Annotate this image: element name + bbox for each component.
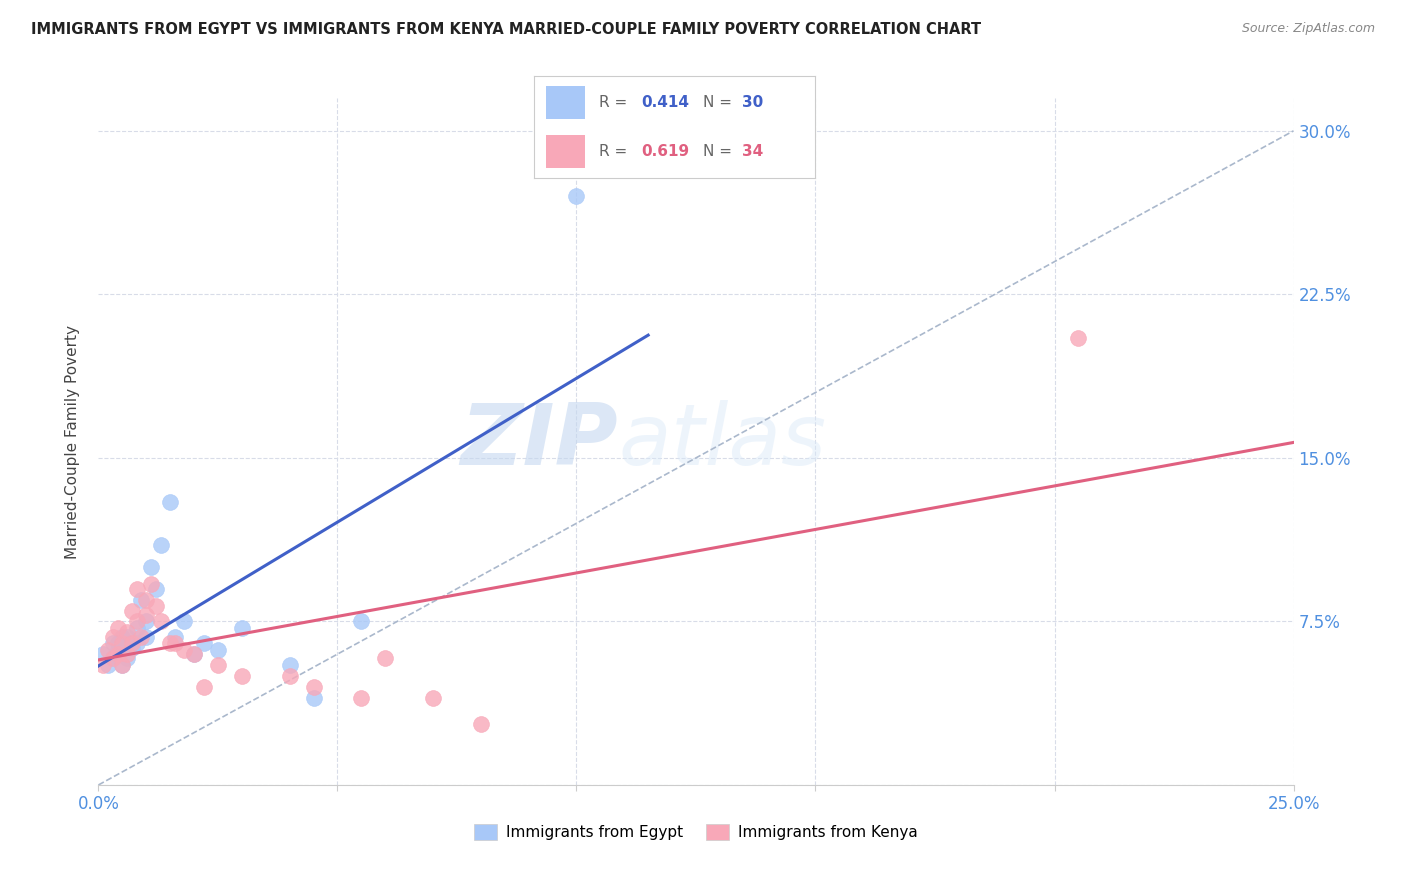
Text: ZIP: ZIP [461, 400, 619, 483]
Point [97, 658, 120, 673]
Point [1067, 331, 1090, 345]
Point [145, 599, 167, 614]
Legend: Immigrants from Egypt, Immigrants from Kenya: Immigrants from Egypt, Immigrants from K… [468, 818, 924, 846]
Point [163, 630, 186, 644]
Point [125, 636, 148, 650]
Point [350, 690, 373, 705]
Point [135, 607, 157, 622]
Point [107, 642, 129, 657]
Point [193, 680, 215, 694]
Point [121, 636, 143, 650]
Point [111, 630, 134, 644]
Bar [546, 136, 585, 168]
Text: N =: N = [703, 145, 737, 160]
Point [125, 615, 148, 629]
Point [111, 658, 134, 673]
Point [139, 560, 162, 574]
Point [183, 647, 205, 661]
Point [565, 189, 588, 203]
Point [173, 615, 195, 629]
Point [101, 651, 124, 665]
Point [374, 651, 396, 665]
Point [115, 625, 138, 640]
Point [107, 647, 129, 661]
Point [115, 651, 138, 665]
Point [115, 630, 138, 644]
Point [101, 651, 124, 665]
Point [278, 658, 301, 673]
Point [207, 642, 229, 657]
Text: 0.619: 0.619 [641, 145, 689, 160]
Point [135, 615, 157, 629]
Point [97, 642, 120, 657]
Point [193, 636, 215, 650]
Point [302, 680, 325, 694]
Point [107, 636, 129, 650]
Point [107, 621, 129, 635]
Point [111, 658, 134, 673]
Point [91, 647, 114, 661]
Point [231, 621, 253, 635]
Text: 0.414: 0.414 [641, 95, 689, 110]
Point [159, 636, 181, 650]
Point [139, 577, 162, 591]
Point [145, 582, 167, 596]
Text: Source: ZipAtlas.com: Source: ZipAtlas.com [1241, 22, 1375, 36]
Point [121, 640, 143, 655]
Point [101, 630, 124, 644]
Text: IMMIGRANTS FROM EGYPT VS IMMIGRANTS FROM KENYA MARRIED-COUPLE FAMILY POVERTY COR: IMMIGRANTS FROM EGYPT VS IMMIGRANTS FROM… [31, 22, 981, 37]
Text: atlas: atlas [619, 400, 827, 483]
Point [163, 636, 186, 650]
Point [231, 669, 253, 683]
Point [101, 636, 124, 650]
Text: R =: R = [599, 145, 633, 160]
Point [159, 494, 181, 508]
Point [115, 647, 138, 661]
Point [149, 615, 172, 629]
Point [125, 582, 148, 596]
Text: 34: 34 [742, 145, 763, 160]
Text: R =: R = [599, 95, 633, 110]
Point [183, 647, 205, 661]
Point [135, 592, 157, 607]
Text: N =: N = [703, 95, 737, 110]
Y-axis label: Married-Couple Family Poverty: Married-Couple Family Poverty [65, 325, 80, 558]
Point [302, 690, 325, 705]
Point [131, 592, 153, 607]
Point [207, 658, 229, 673]
Point [135, 630, 157, 644]
Point [111, 636, 134, 650]
Bar [546, 87, 585, 119]
Point [149, 538, 172, 552]
Point [350, 615, 373, 629]
Point [422, 690, 444, 705]
Text: 30: 30 [742, 95, 763, 110]
Point [91, 658, 114, 673]
Point [121, 603, 143, 617]
Point [131, 630, 153, 644]
Point [278, 669, 301, 683]
Point [125, 621, 148, 635]
Point [173, 642, 195, 657]
Point [470, 717, 492, 731]
